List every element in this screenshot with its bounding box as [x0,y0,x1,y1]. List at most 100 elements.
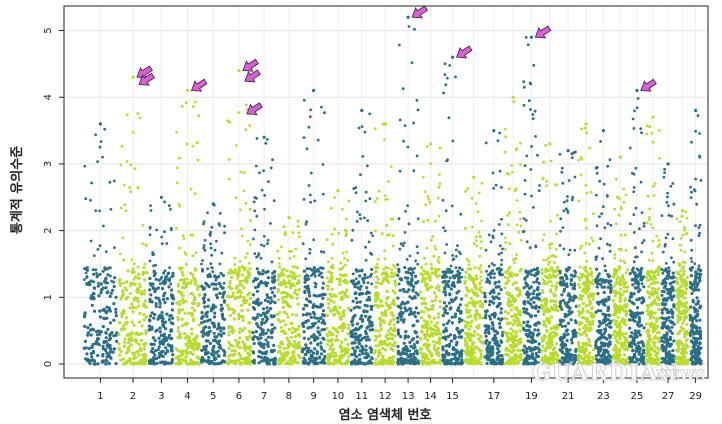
snp-point [331,263,335,267]
snp-point [153,353,157,357]
snp-point [587,273,591,277]
snp-point [446,158,449,162]
snp-point [455,291,459,295]
snp-point [596,309,600,313]
snp-point [191,144,195,148]
snp-point [89,279,93,283]
snp-point [443,358,447,362]
snp-point [500,333,504,338]
snp-point [203,248,207,252]
snp-point [618,299,622,303]
snp-point [473,330,477,334]
snp-point [285,312,289,316]
snp-point [266,343,270,347]
snp-point [212,353,216,357]
snp-point [457,320,462,324]
snp-point [210,225,214,229]
snp-point [176,329,180,333]
snp-point [551,254,555,257]
snp-point [602,285,607,289]
snp-point [449,287,453,291]
snp-point [453,298,457,302]
snp-point [416,293,420,297]
snp-point [270,315,274,319]
snp-point [292,344,296,348]
snp-point [341,274,345,277]
snp-point [558,271,562,275]
snp-point [384,301,388,305]
snp-point [516,361,520,365]
snp-point [535,266,540,270]
snp-point [347,306,351,310]
snp-point [484,313,488,317]
snp-point [200,355,204,360]
snp-point [120,295,124,299]
snp-point [503,310,507,314]
snp-point [119,206,123,210]
snp-point [546,310,550,314]
snp-point [432,347,436,351]
snp-point [256,277,259,281]
snp-point [386,304,390,308]
snp-point [560,293,564,297]
snp-point [262,356,266,360]
snp-point [307,337,311,341]
snp-point [434,295,438,299]
snp-point [104,280,108,284]
snp-point [438,273,441,277]
snp-point [95,275,99,279]
snp-point [332,293,336,297]
snp-point [242,295,246,299]
snp-point [218,291,222,295]
snp-point [313,275,317,278]
snp-point [401,348,405,352]
snp-point [560,349,564,353]
snp-point [561,340,565,344]
snp-point [167,343,171,348]
snp-point [554,299,558,303]
snp-point [128,306,132,310]
snp-point [260,243,263,247]
snp-point [431,235,435,239]
snp-point [278,358,282,362]
snp-point [517,230,521,234]
snp-point [419,290,423,294]
snp-point [396,344,400,348]
snp-point [381,346,385,350]
snp-point [377,281,381,285]
snp-point [208,329,212,333]
snp-point [220,360,224,364]
snp-point [86,357,90,361]
snp-point [587,340,591,344]
snp-peak-point [511,95,515,99]
snp-point [374,229,377,233]
snp-point [569,273,574,277]
snp-point [525,350,529,354]
snp-point [332,313,336,317]
snp-point [197,323,201,327]
snp-point [537,297,541,301]
snp-point [406,335,410,339]
snp-point [191,105,195,108]
snp-point [563,342,567,346]
snp-point [469,333,473,338]
snp-point [105,351,109,355]
snp-point [479,285,483,289]
snp-point [450,321,455,325]
snp-point [96,160,99,164]
snp-point [329,298,333,302]
snp-point [349,334,353,338]
snp-point [235,284,239,288]
snp-point [200,262,203,266]
snp-point [374,299,378,303]
snp-point [162,297,166,302]
snp-point [522,301,526,305]
snp-point [166,336,171,340]
snp-point [258,326,263,330]
snp-point [191,352,195,356]
snp-point [343,278,347,282]
snp-point [510,164,514,167]
snp-point [404,210,407,213]
snp-point [165,312,169,316]
snp-point [492,336,496,340]
